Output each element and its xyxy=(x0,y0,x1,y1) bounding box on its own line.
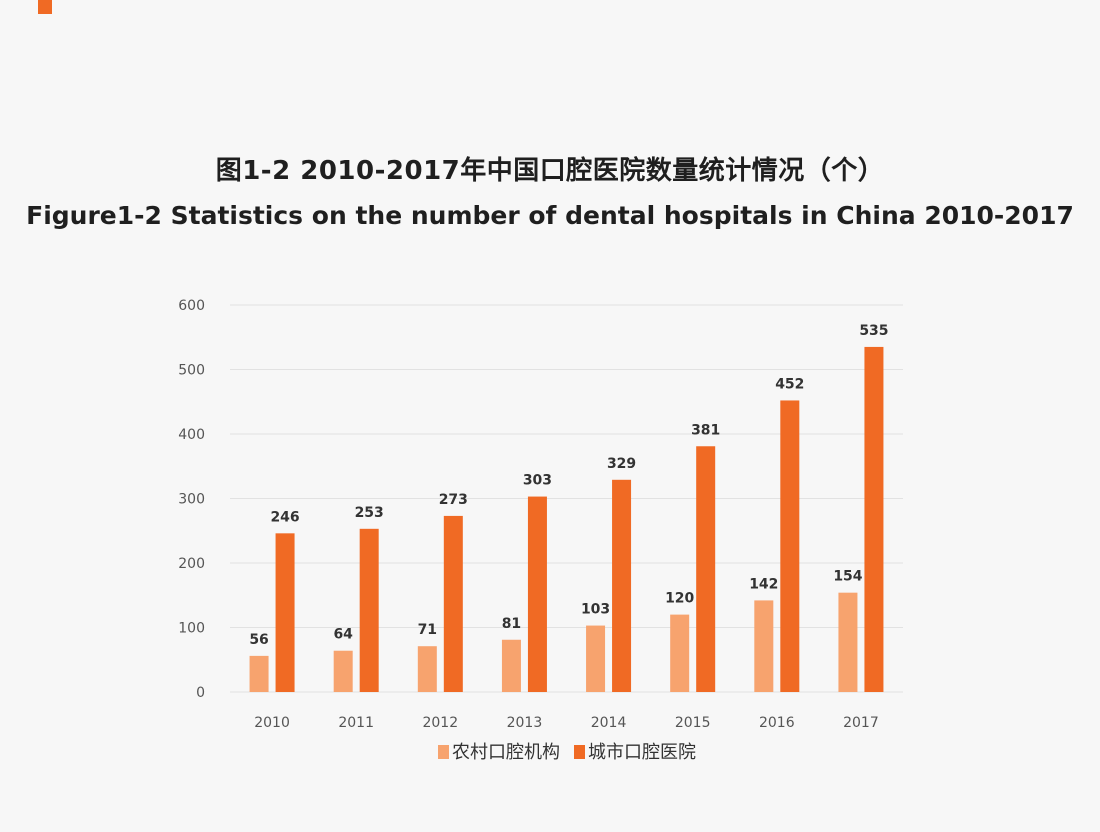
data-label-rural-2017: 154 xyxy=(833,569,862,585)
data-label-rural-2013: 81 xyxy=(502,616,521,632)
y-tick-label-100: 100 xyxy=(178,621,205,637)
data-label-urban-2011: 253 xyxy=(355,505,384,521)
bar-urban-2016 xyxy=(780,400,800,692)
data-label-urban-2017: 535 xyxy=(859,323,888,339)
data-label-urban-2015: 381 xyxy=(691,422,720,438)
x-tick-label-2014: 2014 xyxy=(591,715,627,731)
bar-rural-2016 xyxy=(754,600,774,692)
bar-rural-2011 xyxy=(333,650,353,692)
bar-urban-2011 xyxy=(359,528,379,692)
bar-rural-2010 xyxy=(249,655,269,692)
bar-rural-2014 xyxy=(586,625,606,692)
bar-urban-2015 xyxy=(696,446,716,692)
x-tick-label-2012: 2012 xyxy=(422,715,458,731)
y-tick-label-400: 400 xyxy=(178,427,205,443)
bar-urban-2014 xyxy=(612,479,632,692)
x-tick-label-2017: 2017 xyxy=(843,715,879,731)
data-label-rural-2010: 56 xyxy=(249,632,268,648)
x-tick-label-2016: 2016 xyxy=(759,715,795,731)
data-label-rural-2012: 71 xyxy=(418,622,437,638)
bar-rural-2013 xyxy=(501,639,521,692)
bar-rural-2017 xyxy=(838,592,858,692)
y-tick-label-500: 500 xyxy=(178,363,205,379)
accent-mark xyxy=(38,0,52,14)
data-label-urban-2014: 329 xyxy=(607,456,636,472)
bar-urban-2013 xyxy=(527,496,547,692)
data-label-urban-2010: 246 xyxy=(270,509,299,525)
legend-label-urban: 城市口腔医院 xyxy=(588,742,696,763)
legend-swatch-rural xyxy=(438,745,449,759)
y-tick-label-300: 300 xyxy=(178,492,205,508)
data-label-rural-2016: 142 xyxy=(749,576,778,592)
x-tick-label-2013: 2013 xyxy=(507,715,543,731)
x-tick-label-2010: 2010 xyxy=(254,715,290,731)
x-tick-label-2011: 2011 xyxy=(338,715,374,731)
data-label-rural-2011: 64 xyxy=(333,627,353,643)
chart-title-block: 图1-2 2010-2017年中国口腔医院数量统计情况（个） Figure1-2… xyxy=(0,150,1100,230)
data-label-rural-2015: 120 xyxy=(665,591,694,607)
data-label-urban-2013: 303 xyxy=(523,473,552,489)
bar-urban-2010 xyxy=(275,533,295,692)
y-tick-label-0: 0 xyxy=(196,685,205,701)
y-tick-label-600: 600 xyxy=(178,298,205,314)
x-tick-label-2015: 2015 xyxy=(675,715,711,731)
legend-swatch-urban xyxy=(574,745,585,759)
bar-rural-2015 xyxy=(670,614,690,692)
data-label-rural-2014: 103 xyxy=(581,602,610,618)
bar-urban-2012 xyxy=(443,515,463,692)
legend-label-rural: 农村口腔机构 xyxy=(452,742,560,763)
data-label-urban-2016: 452 xyxy=(775,376,804,392)
chart-subtitle: Figure1-2 Statistics on the number of de… xyxy=(26,201,1074,230)
chart-title: 图1-2 2010-2017年中国口腔医院数量统计情况（个） xyxy=(215,156,885,186)
y-tick-label-200: 200 xyxy=(178,556,205,572)
data-label-urban-2012: 273 xyxy=(439,492,468,508)
bar-urban-2017 xyxy=(864,346,884,692)
bar-rural-2012 xyxy=(417,646,437,692)
